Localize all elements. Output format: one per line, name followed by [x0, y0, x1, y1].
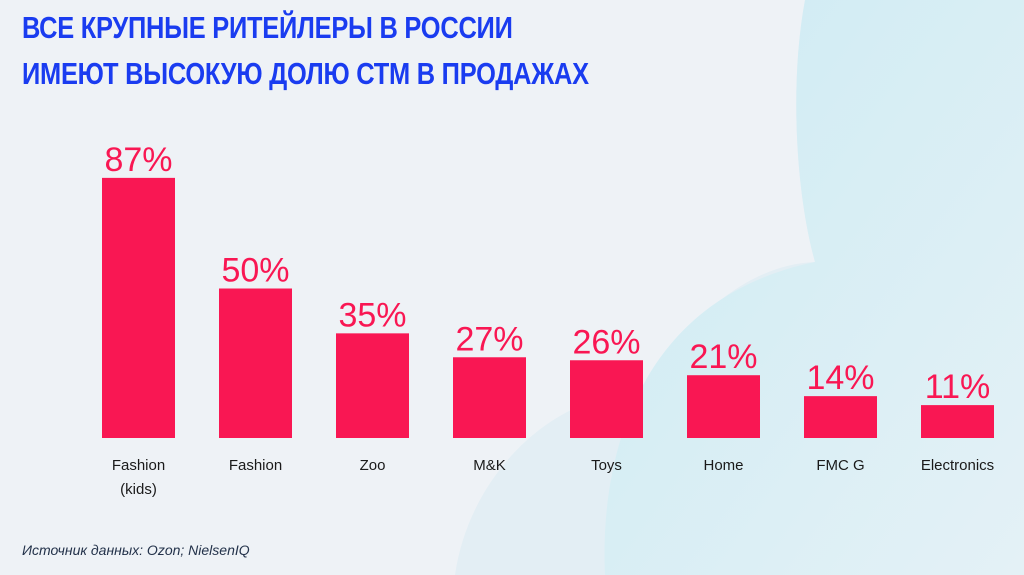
bar-1	[219, 288, 292, 438]
category-label: M&K	[473, 457, 506, 474]
category-label: FMC G	[816, 457, 864, 474]
value-label: 87%	[104, 141, 172, 179]
bar-7	[921, 405, 994, 438]
category-label: Fashion	[112, 457, 165, 474]
category-label: Toys	[591, 457, 622, 474]
bar-4	[570, 360, 643, 438]
value-label: 21%	[689, 338, 757, 376]
value-label: 14%	[806, 359, 874, 397]
source-note: Источник данных: Ozon; NielsenIQ	[22, 542, 250, 558]
bar-0	[102, 177, 175, 438]
bar-6	[804, 396, 877, 438]
category-label: Electronics	[921, 457, 994, 474]
value-label: 27%	[455, 320, 523, 358]
bar-2	[336, 333, 409, 438]
value-label: 26%	[572, 323, 640, 361]
bar-5	[687, 375, 760, 438]
category-label: Home	[703, 457, 743, 474]
category-label: (kids)	[120, 481, 157, 498]
value-label: 35%	[338, 296, 406, 334]
slide-title-line-1: ВСЕ КРУПНЫЕ РИТЕЙЛЕРЫ В РОССИИ	[22, 10, 513, 45]
bar-3	[453, 357, 526, 438]
value-label: 50%	[221, 252, 289, 290]
slide-title-line-2: ИМЕЮТ ВЫСОКУЮ ДОЛЮ СТМ В ПРОДАЖАХ	[22, 56, 589, 91]
category-label: Fashion	[229, 457, 282, 474]
value-label: 11%	[925, 368, 991, 406]
category-label: Zoo	[360, 457, 386, 474]
